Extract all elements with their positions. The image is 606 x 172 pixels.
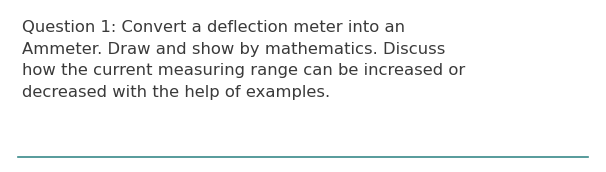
Text: Question 1: Convert a deflection meter into an
Ammeter. Draw and show by mathema: Question 1: Convert a deflection meter i… xyxy=(22,20,465,100)
